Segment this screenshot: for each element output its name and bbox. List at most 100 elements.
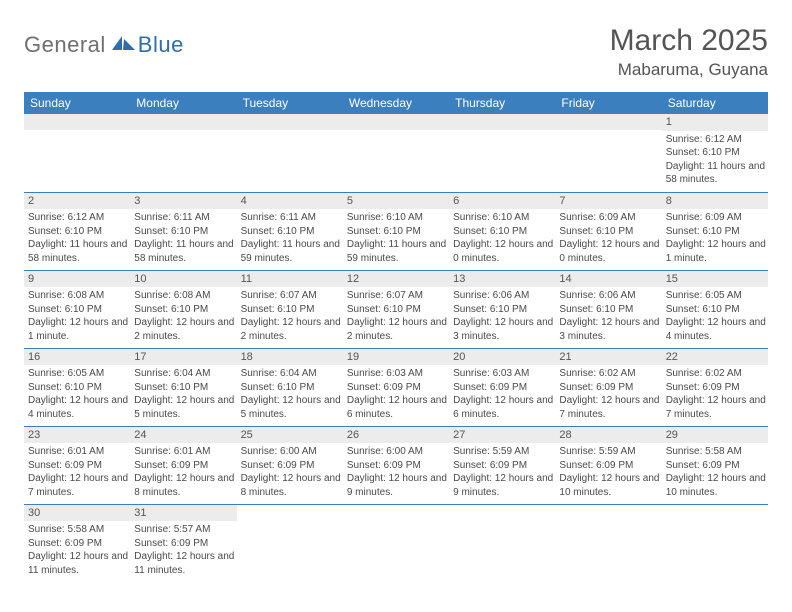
sunrise-text: Sunrise: 6:03 AM: [347, 367, 447, 381]
day-number: 6: [449, 193, 555, 210]
day-number: 3: [130, 193, 236, 210]
calendar-cell: 23Sunrise: 6:01 AMSunset: 6:09 PMDayligh…: [24, 426, 130, 504]
calendar-cell: 17Sunrise: 6:04 AMSunset: 6:10 PMDayligh…: [130, 348, 236, 426]
day-number: 11: [237, 271, 343, 288]
sunrise-text: Sunrise: 6:01 AM: [28, 445, 128, 459]
day-details: Sunrise: 5:59 AMSunset: 6:09 PMDaylight:…: [449, 445, 555, 501]
page: General Blue March 2025 Mabaruma, Guyana…: [0, 0, 792, 582]
calendar-cell: 13Sunrise: 6:06 AMSunset: 6:10 PMDayligh…: [449, 270, 555, 348]
daylight-text: Daylight: 11 hours and 58 minutes.: [666, 160, 766, 187]
daylight-text: Daylight: 12 hours and 0 minutes.: [559, 238, 659, 265]
sunrise-text: Sunrise: 6:00 AM: [347, 445, 447, 459]
sunset-text: Sunset: 6:09 PM: [666, 381, 766, 395]
sunrise-text: Sunrise: 5:58 AM: [666, 445, 766, 459]
sunrise-text: Sunrise: 6:03 AM: [453, 367, 553, 381]
weekday-header: Thursday: [449, 92, 555, 114]
day-number: 19: [343, 349, 449, 366]
sunrise-text: Sunrise: 5:57 AM: [134, 523, 234, 537]
day-number: 5: [343, 193, 449, 210]
sunset-text: Sunset: 6:10 PM: [666, 303, 766, 317]
sunrise-text: Sunrise: 6:00 AM: [241, 445, 341, 459]
daylight-text: Daylight: 11 hours and 59 minutes.: [241, 238, 341, 265]
calendar-cell: [555, 504, 661, 582]
daylight-text: Daylight: 12 hours and 1 minute.: [666, 238, 766, 265]
sunset-text: Sunset: 6:10 PM: [453, 303, 553, 317]
sunrise-text: Sunrise: 6:10 AM: [347, 211, 447, 225]
day-details: Sunrise: 6:05 AMSunset: 6:10 PMDaylight:…: [662, 289, 768, 345]
day-details: Sunrise: 6:03 AMSunset: 6:09 PMDaylight:…: [449, 367, 555, 423]
daylight-text: Daylight: 12 hours and 4 minutes.: [666, 316, 766, 343]
sunset-text: Sunset: 6:10 PM: [28, 225, 128, 239]
sunset-text: Sunset: 6:10 PM: [453, 225, 553, 239]
calendar-row: 23Sunrise: 6:01 AMSunset: 6:09 PMDayligh…: [24, 426, 768, 504]
day-number: 26: [343, 427, 449, 444]
day-number: 8: [662, 193, 768, 210]
calendar-cell: 3Sunrise: 6:11 AMSunset: 6:10 PMDaylight…: [130, 192, 236, 270]
day-details: Sunrise: 6:02 AMSunset: 6:09 PMDaylight:…: [662, 367, 768, 423]
calendar-cell: 28Sunrise: 5:59 AMSunset: 6:09 PMDayligh…: [555, 426, 661, 504]
sunrise-text: Sunrise: 6:09 AM: [666, 211, 766, 225]
day-number: 15: [662, 271, 768, 288]
sunset-text: Sunset: 6:10 PM: [134, 303, 234, 317]
calendar-cell: 27Sunrise: 5:59 AMSunset: 6:09 PMDayligh…: [449, 426, 555, 504]
sunrise-text: Sunrise: 6:05 AM: [28, 367, 128, 381]
calendar-cell: [449, 504, 555, 582]
day-number: 17: [130, 349, 236, 366]
day-details: Sunrise: 6:00 AMSunset: 6:09 PMDaylight:…: [343, 445, 449, 501]
day-number: 20: [449, 349, 555, 366]
day-details: Sunrise: 6:11 AMSunset: 6:10 PMDaylight:…: [130, 211, 236, 267]
daynum-bar-empty: [449, 114, 555, 130]
daylight-text: Daylight: 12 hours and 11 minutes.: [28, 550, 128, 577]
daylight-text: Daylight: 12 hours and 10 minutes.: [559, 472, 659, 499]
day-details: Sunrise: 6:10 AMSunset: 6:10 PMDaylight:…: [343, 211, 449, 267]
day-details: Sunrise: 6:06 AMSunset: 6:10 PMDaylight:…: [555, 289, 661, 345]
day-details: Sunrise: 6:01 AMSunset: 6:09 PMDaylight:…: [130, 445, 236, 501]
daylight-text: Daylight: 12 hours and 4 minutes.: [28, 394, 128, 421]
day-number: 12: [343, 271, 449, 288]
day-details: Sunrise: 6:09 AMSunset: 6:10 PMDaylight:…: [662, 211, 768, 267]
sunrise-text: Sunrise: 6:11 AM: [241, 211, 341, 225]
sunset-text: Sunset: 6:10 PM: [241, 225, 341, 239]
calendar-cell: 30Sunrise: 5:58 AMSunset: 6:09 PMDayligh…: [24, 504, 130, 582]
day-details: Sunrise: 6:04 AMSunset: 6:10 PMDaylight:…: [130, 367, 236, 423]
daylight-text: Daylight: 12 hours and 7 minutes.: [559, 394, 659, 421]
day-details: Sunrise: 6:02 AMSunset: 6:09 PMDaylight:…: [555, 367, 661, 423]
day-number: 23: [24, 427, 130, 444]
daylight-text: Daylight: 12 hours and 6 minutes.: [347, 394, 447, 421]
daylight-text: Daylight: 12 hours and 8 minutes.: [241, 472, 341, 499]
daynum-bar-empty: [237, 114, 343, 130]
daylight-text: Daylight: 12 hours and 2 minutes.: [241, 316, 341, 343]
calendar-cell: 5Sunrise: 6:10 AMSunset: 6:10 PMDaylight…: [343, 192, 449, 270]
calendar-cell: 31Sunrise: 5:57 AMSunset: 6:09 PMDayligh…: [130, 504, 236, 582]
sunset-text: Sunset: 6:10 PM: [134, 225, 234, 239]
calendar-cell: [662, 504, 768, 582]
title-block: March 2025 Mabaruma, Guyana: [610, 24, 768, 80]
calendar-cell: 19Sunrise: 6:03 AMSunset: 6:09 PMDayligh…: [343, 348, 449, 426]
day-number: 31: [130, 505, 236, 522]
sunrise-text: Sunrise: 6:02 AM: [559, 367, 659, 381]
sunrise-text: Sunrise: 5:59 AM: [559, 445, 659, 459]
day-details: Sunrise: 5:57 AMSunset: 6:09 PMDaylight:…: [130, 523, 236, 579]
day-number: 22: [662, 349, 768, 366]
calendar-cell: 14Sunrise: 6:06 AMSunset: 6:10 PMDayligh…: [555, 270, 661, 348]
calendar-cell: 8Sunrise: 6:09 AMSunset: 6:10 PMDaylight…: [662, 192, 768, 270]
day-details: Sunrise: 6:04 AMSunset: 6:10 PMDaylight:…: [237, 367, 343, 423]
day-details: Sunrise: 6:12 AMSunset: 6:10 PMDaylight:…: [24, 211, 130, 267]
calendar-cell: 20Sunrise: 6:03 AMSunset: 6:09 PMDayligh…: [449, 348, 555, 426]
day-number: 1: [662, 114, 768, 131]
sunset-text: Sunset: 6:10 PM: [241, 303, 341, 317]
sunrise-text: Sunrise: 6:08 AM: [28, 289, 128, 303]
daylight-text: Daylight: 11 hours and 59 minutes.: [347, 238, 447, 265]
sunset-text: Sunset: 6:10 PM: [134, 381, 234, 395]
sunset-text: Sunset: 6:09 PM: [134, 537, 234, 551]
calendar-row: 2Sunrise: 6:12 AMSunset: 6:10 PMDaylight…: [24, 192, 768, 270]
calendar-cell: 11Sunrise: 6:07 AMSunset: 6:10 PMDayligh…: [237, 270, 343, 348]
day-number: 2: [24, 193, 130, 210]
daylight-text: Daylight: 12 hours and 5 minutes.: [241, 394, 341, 421]
day-details: Sunrise: 6:07 AMSunset: 6:10 PMDaylight:…: [237, 289, 343, 345]
sunset-text: Sunset: 6:10 PM: [559, 225, 659, 239]
day-details: Sunrise: 5:58 AMSunset: 6:09 PMDaylight:…: [662, 445, 768, 501]
calendar-cell: 7Sunrise: 6:09 AMSunset: 6:10 PMDaylight…: [555, 192, 661, 270]
sunrise-text: Sunrise: 6:08 AM: [134, 289, 234, 303]
day-number: 7: [555, 193, 661, 210]
